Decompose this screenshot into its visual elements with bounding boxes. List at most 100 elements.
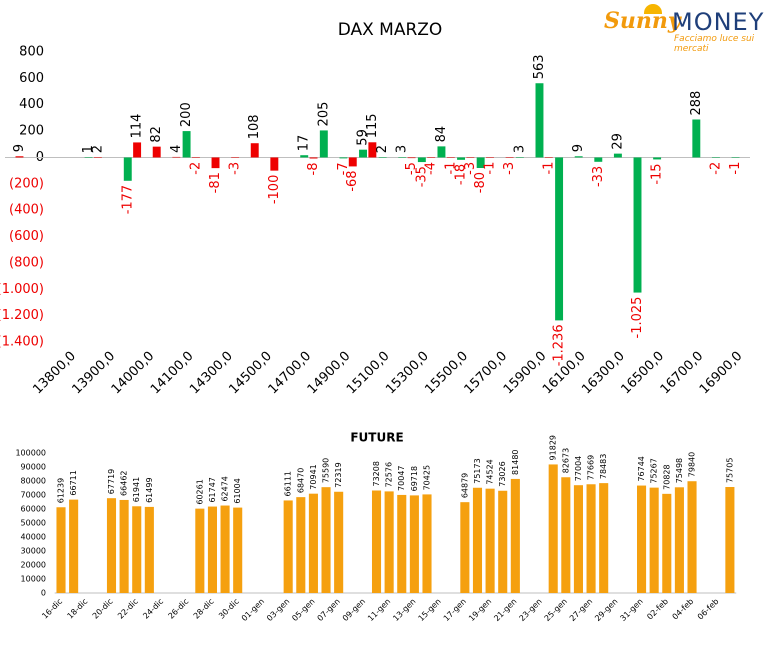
y-tick-label: (1.200) <box>0 308 44 323</box>
x-tick-label: 04-feb <box>671 597 696 622</box>
x-tick-label: 06-feb <box>696 597 721 622</box>
chart-title: FUTURE <box>350 431 403 445</box>
y-tick-label: 0 <box>41 589 46 598</box>
value-label: 74524 <box>486 459 495 484</box>
value-label: 9 <box>571 144 586 152</box>
x-tick-label: 27-gen <box>568 597 594 623</box>
value-label: 76744 <box>637 456 646 481</box>
value-label: 78483 <box>599 454 608 479</box>
value-label: -5 <box>404 162 419 175</box>
value-label: 62474 <box>221 476 230 501</box>
value-label: 288 <box>689 91 704 116</box>
value-label: -100 <box>267 175 282 205</box>
value-label: -2 <box>708 162 723 175</box>
x-tick-label: 09-gen <box>341 597 367 623</box>
value-label: 67719 <box>107 469 116 494</box>
y-tick-label: 100000 <box>15 449 46 458</box>
x-tick-label: 28-dic <box>192 597 216 621</box>
value-label: 73026 <box>498 461 507 486</box>
logo-tagline: Facciamo luce sui mercati <box>674 34 755 54</box>
y-tick-label: (800) <box>9 255 44 270</box>
value-label: 77004 <box>574 456 583 481</box>
x-tick-label: 23-gen <box>518 597 544 623</box>
logo-brand: Sunny <box>604 8 681 34</box>
x-tick-label: 19-gen <box>467 597 493 623</box>
x-tick-label: 26-dic <box>167 597 191 621</box>
value-label: 61239 <box>57 478 66 503</box>
value-label: 59 <box>356 129 371 146</box>
value-label: 200 <box>179 102 194 127</box>
value-label: 79840 <box>688 452 697 477</box>
value-label: 61499 <box>145 477 154 502</box>
bar <box>231 157 240 158</box>
bar <box>132 506 142 593</box>
bar <box>283 500 293 593</box>
bar <box>211 157 220 169</box>
value-label: 1 <box>81 145 96 153</box>
value-label: 72319 <box>334 462 343 487</box>
value-label: -3 <box>228 162 243 175</box>
value-label: 72576 <box>385 462 394 487</box>
y-tick-label: 30000 <box>21 547 46 556</box>
bar <box>172 156 181 158</box>
bar <box>548 464 558 593</box>
value-label: 75173 <box>473 458 482 483</box>
bar <box>505 157 514 158</box>
x-tick-label: 31-gen <box>618 597 644 623</box>
value-label: 66111 <box>284 471 293 496</box>
value-label: -18 <box>454 164 469 185</box>
bar <box>446 157 455 158</box>
bar <box>152 146 161 158</box>
value-label: 563 <box>532 54 547 79</box>
bar <box>472 487 483 593</box>
bar <box>555 157 564 321</box>
bar <box>515 157 524 158</box>
bar <box>457 157 466 160</box>
bar <box>460 502 470 593</box>
value-label: 115 <box>365 113 380 138</box>
bar <box>119 499 129 593</box>
value-label: 70941 <box>309 464 318 489</box>
x-tick-label: 16-dic <box>40 597 64 621</box>
bar <box>573 485 583 593</box>
bar <box>321 487 331 593</box>
logo-sun <box>644 4 662 14</box>
value-label: -68 <box>345 170 360 191</box>
bar <box>561 477 571 593</box>
value-label: 75498 <box>675 458 684 483</box>
x-tick-label: 01-gen <box>240 597 266 623</box>
value-label: 77669 <box>587 455 596 480</box>
y-tick-label: 70000 <box>21 491 46 500</box>
x-tick-label: 16900,0 <box>697 349 746 398</box>
y-tick-label: (1.000) <box>0 282 44 297</box>
bar <box>417 157 426 163</box>
bar <box>69 499 79 593</box>
bar <box>687 481 697 593</box>
chart-title: DAX MARZO <box>338 20 443 40</box>
bar <box>485 488 495 593</box>
x-tick-label: 11-gen <box>366 597 392 623</box>
value-label: 2 <box>375 145 390 153</box>
x-tick-label: 29-gen <box>593 597 619 623</box>
value-label: 61941 <box>132 477 141 502</box>
bar <box>662 493 672 593</box>
x-tick-label: 18-dic <box>66 597 90 621</box>
value-label: 81480 <box>511 449 520 474</box>
bar <box>220 505 230 593</box>
value-label: 4 <box>169 145 184 153</box>
value-label: -1.025 <box>630 297 645 339</box>
value-label: 73208 <box>372 461 381 486</box>
y-tick-label: 800 <box>19 45 44 60</box>
value-label: 64879 <box>460 473 469 498</box>
bar <box>250 143 259 158</box>
bar <box>378 157 387 158</box>
bar <box>123 157 132 181</box>
value-label: 60261 <box>195 479 204 504</box>
y-tick-label: 40000 <box>21 533 46 542</box>
x-tick-label: 15-gen <box>417 597 443 623</box>
value-label: -3 <box>502 162 517 175</box>
y-tick-label: (400) <box>9 203 44 218</box>
y-tick-label: 90000 <box>21 463 46 472</box>
value-label: 70425 <box>423 465 432 490</box>
